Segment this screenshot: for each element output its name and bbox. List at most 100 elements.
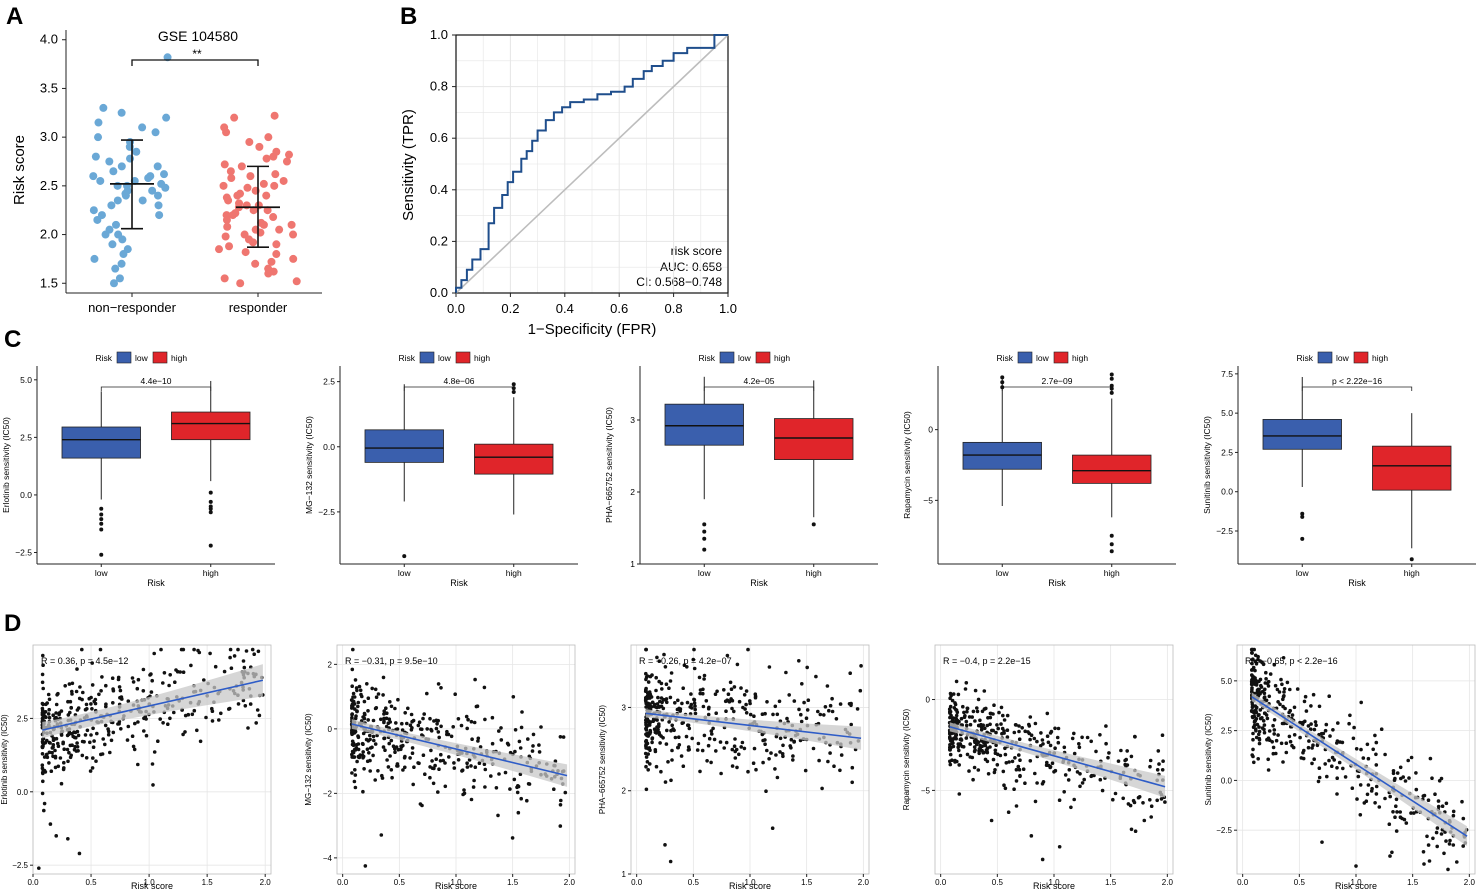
scatter-point bbox=[53, 754, 58, 759]
scatter-point bbox=[991, 757, 996, 762]
panel-a-ytick-label: 1.5 bbox=[40, 275, 58, 290]
confidence-band bbox=[42, 664, 263, 739]
scatter-point bbox=[948, 711, 952, 715]
scatter-point bbox=[701, 704, 706, 709]
xtick-label: 1.0 bbox=[1048, 878, 1060, 887]
scatter-point bbox=[954, 733, 959, 737]
ytick-label: 0 bbox=[926, 696, 931, 705]
scatter-point bbox=[644, 647, 648, 652]
scatter-point bbox=[111, 701, 115, 705]
scatter-point bbox=[1273, 683, 1278, 688]
correlation-label: R = −0.4, p = 2.2e−15 bbox=[943, 656, 1031, 666]
scatter-point bbox=[644, 701, 648, 706]
scatter-point bbox=[76, 749, 80, 753]
panel-a-point bbox=[111, 220, 120, 229]
scatter-point bbox=[67, 682, 72, 686]
scatter-point bbox=[361, 754, 366, 759]
panel-c-boxplot-3: Risk low high 1 2 3 PHA−665752 sensitivity (IC… bbox=[604, 351, 878, 588]
scatter-point bbox=[1258, 708, 1263, 712]
scatter-point bbox=[40, 680, 45, 685]
legend-title: Risk bbox=[698, 353, 715, 363]
scatter-point bbox=[472, 778, 476, 783]
box-high bbox=[474, 443, 554, 475]
panel-a-point bbox=[222, 211, 231, 220]
scatter-point bbox=[365, 682, 369, 686]
scatter-point bbox=[1395, 810, 1399, 814]
scatter-point bbox=[1107, 751, 1111, 755]
scatter-point bbox=[150, 678, 154, 683]
xlabel: Risk score bbox=[131, 881, 173, 891]
panel-a-point bbox=[282, 157, 291, 166]
scatter-point bbox=[417, 720, 422, 724]
scatter-point bbox=[975, 709, 980, 714]
scatter-point bbox=[400, 728, 405, 732]
scatter-point bbox=[252, 652, 256, 656]
panel-a-ylabel: Risk score bbox=[11, 135, 28, 205]
scatter-point bbox=[647, 690, 652, 694]
scatter-point bbox=[389, 738, 394, 743]
ytick-label: −4 bbox=[323, 854, 333, 863]
scatter-point bbox=[353, 716, 358, 721]
scatter-point bbox=[978, 743, 982, 748]
scatter-point bbox=[951, 692, 956, 696]
scatter-point bbox=[702, 677, 706, 681]
panel-b-xtick-label: 0.4 bbox=[556, 301, 574, 316]
scatter-point bbox=[1056, 726, 1061, 731]
scatter-point bbox=[118, 688, 123, 693]
scatter-point bbox=[644, 755, 649, 759]
scatter-point bbox=[1063, 773, 1068, 777]
scatter-point bbox=[1414, 787, 1419, 792]
scatter-point bbox=[1001, 713, 1005, 718]
confidence-band bbox=[351, 719, 568, 787]
ytick-label: −2.5 bbox=[12, 861, 28, 870]
scatter-point bbox=[1312, 757, 1316, 761]
scatter-point bbox=[1394, 829, 1399, 833]
scatter-point bbox=[724, 740, 729, 745]
scatter-point bbox=[149, 690, 154, 694]
scatter-point bbox=[1369, 789, 1374, 793]
scatter-point bbox=[655, 655, 659, 660]
panel-a-point bbox=[285, 150, 294, 159]
scatter-point bbox=[1254, 728, 1258, 733]
scatter-point bbox=[1394, 797, 1399, 802]
scatter-point bbox=[152, 750, 157, 754]
scatter-point bbox=[1335, 741, 1339, 745]
scatter-point bbox=[666, 760, 670, 764]
scatter-point bbox=[1021, 767, 1026, 771]
scatter-point bbox=[1045, 760, 1049, 765]
regression-line bbox=[949, 726, 1166, 788]
scatter-point bbox=[236, 702, 241, 706]
scatter-point bbox=[439, 724, 443, 729]
scatter-point bbox=[361, 731, 366, 736]
scatter-point bbox=[539, 725, 543, 729]
scatter-point bbox=[1271, 723, 1275, 728]
scatter-point bbox=[709, 729, 714, 733]
scatter-point bbox=[993, 748, 998, 753]
scatter-point bbox=[980, 709, 985, 714]
xtick-label: 2.0 bbox=[260, 878, 272, 887]
scatter-point bbox=[742, 746, 747, 751]
scatter-point bbox=[1157, 762, 1161, 766]
scatter-point bbox=[791, 754, 795, 758]
scatter-point bbox=[1451, 813, 1456, 818]
scatter-point bbox=[1434, 830, 1439, 835]
scatter-point bbox=[90, 661, 94, 665]
scatter-point bbox=[979, 739, 984, 743]
scatter-point bbox=[643, 698, 648, 702]
scatter-point bbox=[1448, 838, 1452, 843]
scatter-point bbox=[1026, 730, 1030, 734]
scatter-point bbox=[403, 711, 408, 715]
ylabel: MG−132 sensitivity (IC50) bbox=[304, 713, 313, 806]
legend-label-low: low bbox=[1336, 353, 1350, 363]
scatter-point bbox=[1050, 761, 1055, 765]
scatter-point bbox=[385, 758, 389, 762]
scatter-point bbox=[78, 685, 82, 689]
scatter-point bbox=[66, 713, 71, 717]
ylabel: Erlotinib sensitivity (IC50) bbox=[0, 714, 9, 805]
scatter-point bbox=[670, 758, 674, 762]
scatter-point bbox=[1010, 759, 1015, 764]
scatter-point bbox=[1047, 763, 1051, 768]
scatter-point bbox=[110, 676, 115, 680]
scatter-point bbox=[1306, 745, 1311, 750]
panel-a-ytick-label: 2.5 bbox=[40, 178, 58, 193]
